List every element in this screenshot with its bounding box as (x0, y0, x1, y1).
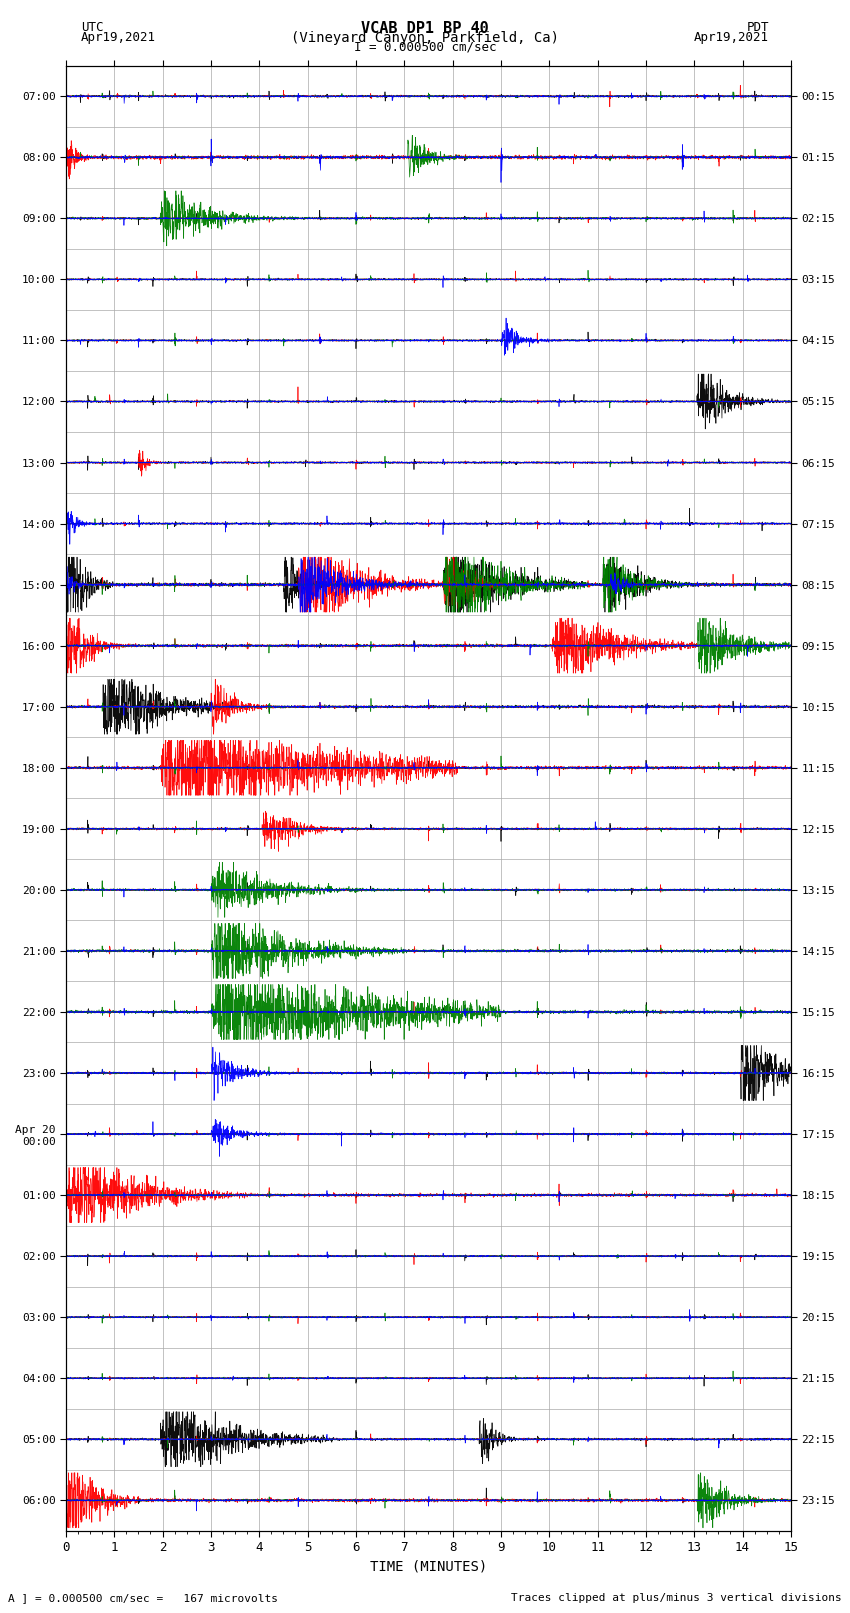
Text: PDT: PDT (747, 21, 769, 34)
X-axis label: TIME (MINUTES): TIME (MINUTES) (370, 1560, 487, 1574)
Text: (Vineyard Canyon, Parkfield, Ca): (Vineyard Canyon, Parkfield, Ca) (291, 31, 559, 45)
Text: I = 0.000500 cm/sec: I = 0.000500 cm/sec (354, 40, 496, 53)
Text: Traces clipped at plus/minus 3 vertical divisions: Traces clipped at plus/minus 3 vertical … (511, 1594, 842, 1603)
Text: UTC: UTC (81, 21, 103, 34)
Text: Apr19,2021: Apr19,2021 (694, 31, 769, 44)
Text: VCAB DP1 BP 40: VCAB DP1 BP 40 (361, 21, 489, 35)
Text: A ] = 0.000500 cm/sec =   167 microvolts: A ] = 0.000500 cm/sec = 167 microvolts (8, 1594, 279, 1603)
Text: Apr19,2021: Apr19,2021 (81, 31, 156, 44)
